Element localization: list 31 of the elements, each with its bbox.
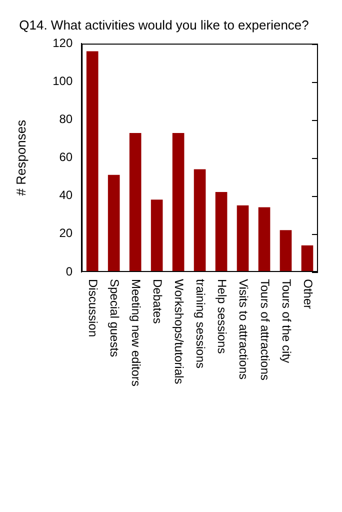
x-tick-label: Tours of attractions (258, 279, 272, 380)
x-tick-label: Special guests (108, 279, 122, 358)
y-tick-label: 0 (66, 264, 73, 278)
chart-title: Q14. What activities would you like to experience? (19, 17, 309, 32)
y-tick-label: 20 (59, 226, 73, 240)
bar (194, 169, 206, 272)
bar (150, 200, 163, 272)
bar (215, 192, 228, 272)
y-tick-label: 120 (52, 36, 73, 50)
x-tick-label: Discussion (86, 279, 100, 338)
bar (129, 133, 142, 272)
x-tick-label: Other (300, 279, 315, 310)
y-axis-title: # Responses (13, 119, 28, 196)
bar (236, 205, 249, 272)
y-tick-label: 100 (52, 74, 73, 88)
bar (280, 230, 292, 272)
bar (258, 207, 270, 272)
bar (86, 51, 98, 272)
bar (301, 245, 314, 272)
x-tick-label: training sessions (194, 279, 208, 368)
x-tick-label: Help sessions (214, 279, 229, 354)
x-tick-label: Workshops/tutorials (172, 279, 186, 384)
x-tick-label: Meeting new editors (129, 279, 144, 386)
x-tick-label: Tours of the city (279, 279, 294, 364)
x-tick-label: Debates (150, 279, 165, 324)
y-tick-label: 40 (59, 188, 73, 202)
y-tick-label: 60 (59, 150, 73, 164)
bar (108, 174, 120, 272)
bar (172, 133, 184, 272)
x-tick-label: Visits to attractions (236, 279, 250, 380)
y-tick-label: 80 (59, 112, 73, 126)
